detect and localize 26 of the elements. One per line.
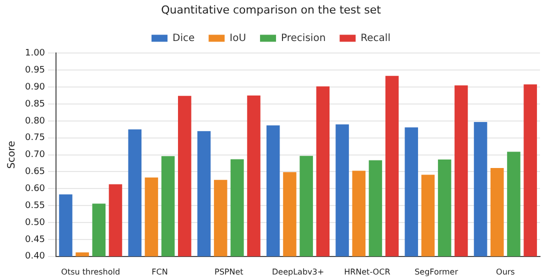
legend-label: Precision	[281, 32, 326, 44]
y-tick-label: 0.75	[24, 133, 46, 144]
y-tick-label: 0.60	[24, 184, 46, 194]
x-tick-label: Ours	[496, 267, 515, 276]
y-tick-label: 0.80	[24, 116, 46, 126]
y-tick-label: 1.00	[24, 48, 46, 59]
y-axis-title: Score	[6, 140, 18, 169]
y-tick-label: 0.50	[24, 218, 46, 228]
y-tick-label: 0.90	[24, 82, 46, 92]
x-tick-label: SegFormer	[414, 267, 459, 276]
y-tick-label: 0.70	[24, 150, 46, 160]
x-tick-label: Otsu threshold	[61, 267, 120, 276]
legend-label: Dice	[172, 32, 195, 44]
legend-label: Recall	[360, 32, 390, 44]
y-tick-label: 0.40	[24, 252, 46, 262]
chart-title: Quantitative comparison on the test set	[161, 3, 382, 16]
x-tick-label: FCN	[152, 267, 168, 276]
x-tick-label: HRNet-OCR	[344, 267, 391, 276]
y-tick-label: 0.55	[24, 200, 46, 211]
x-tick-label: PSPNet	[214, 267, 244, 276]
legend-label: IoU	[230, 32, 246, 44]
x-tick-label: DeepLabv3+	[272, 267, 324, 276]
y-tick-label: 0.95	[24, 65, 46, 76]
y-tick-label: 0.65	[24, 167, 46, 178]
y-tick-label: 0.45	[24, 234, 46, 245]
y-tick-label: 0.85	[24, 99, 46, 110]
